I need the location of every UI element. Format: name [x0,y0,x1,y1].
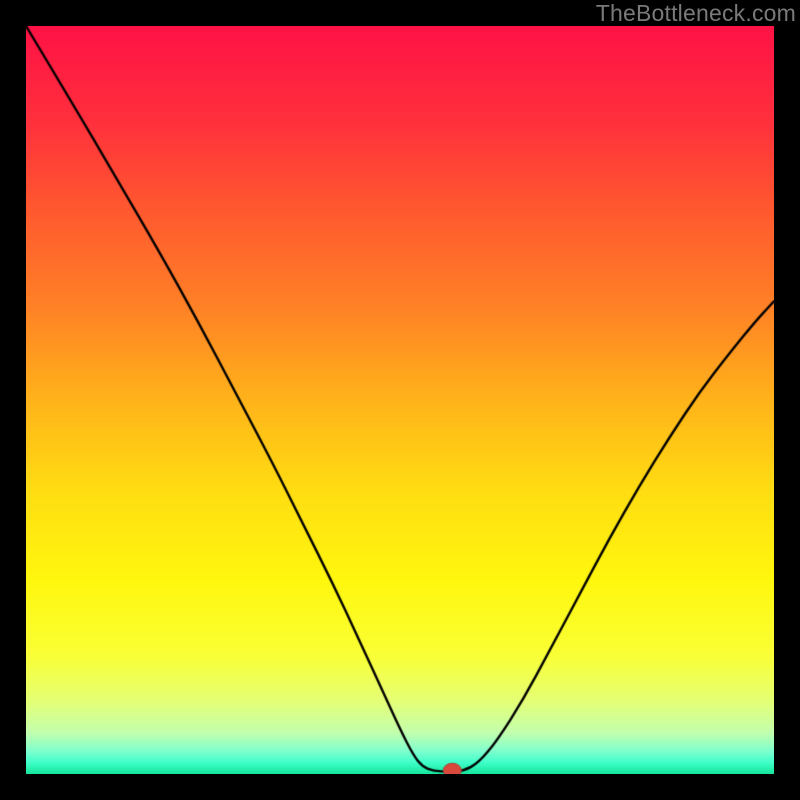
bottleneck-curve [26,26,774,774]
watermark-text: TheBottleneck.com [596,0,796,27]
plot-area [26,26,774,774]
chart-stage: TheBottleneck.com [0,0,800,800]
